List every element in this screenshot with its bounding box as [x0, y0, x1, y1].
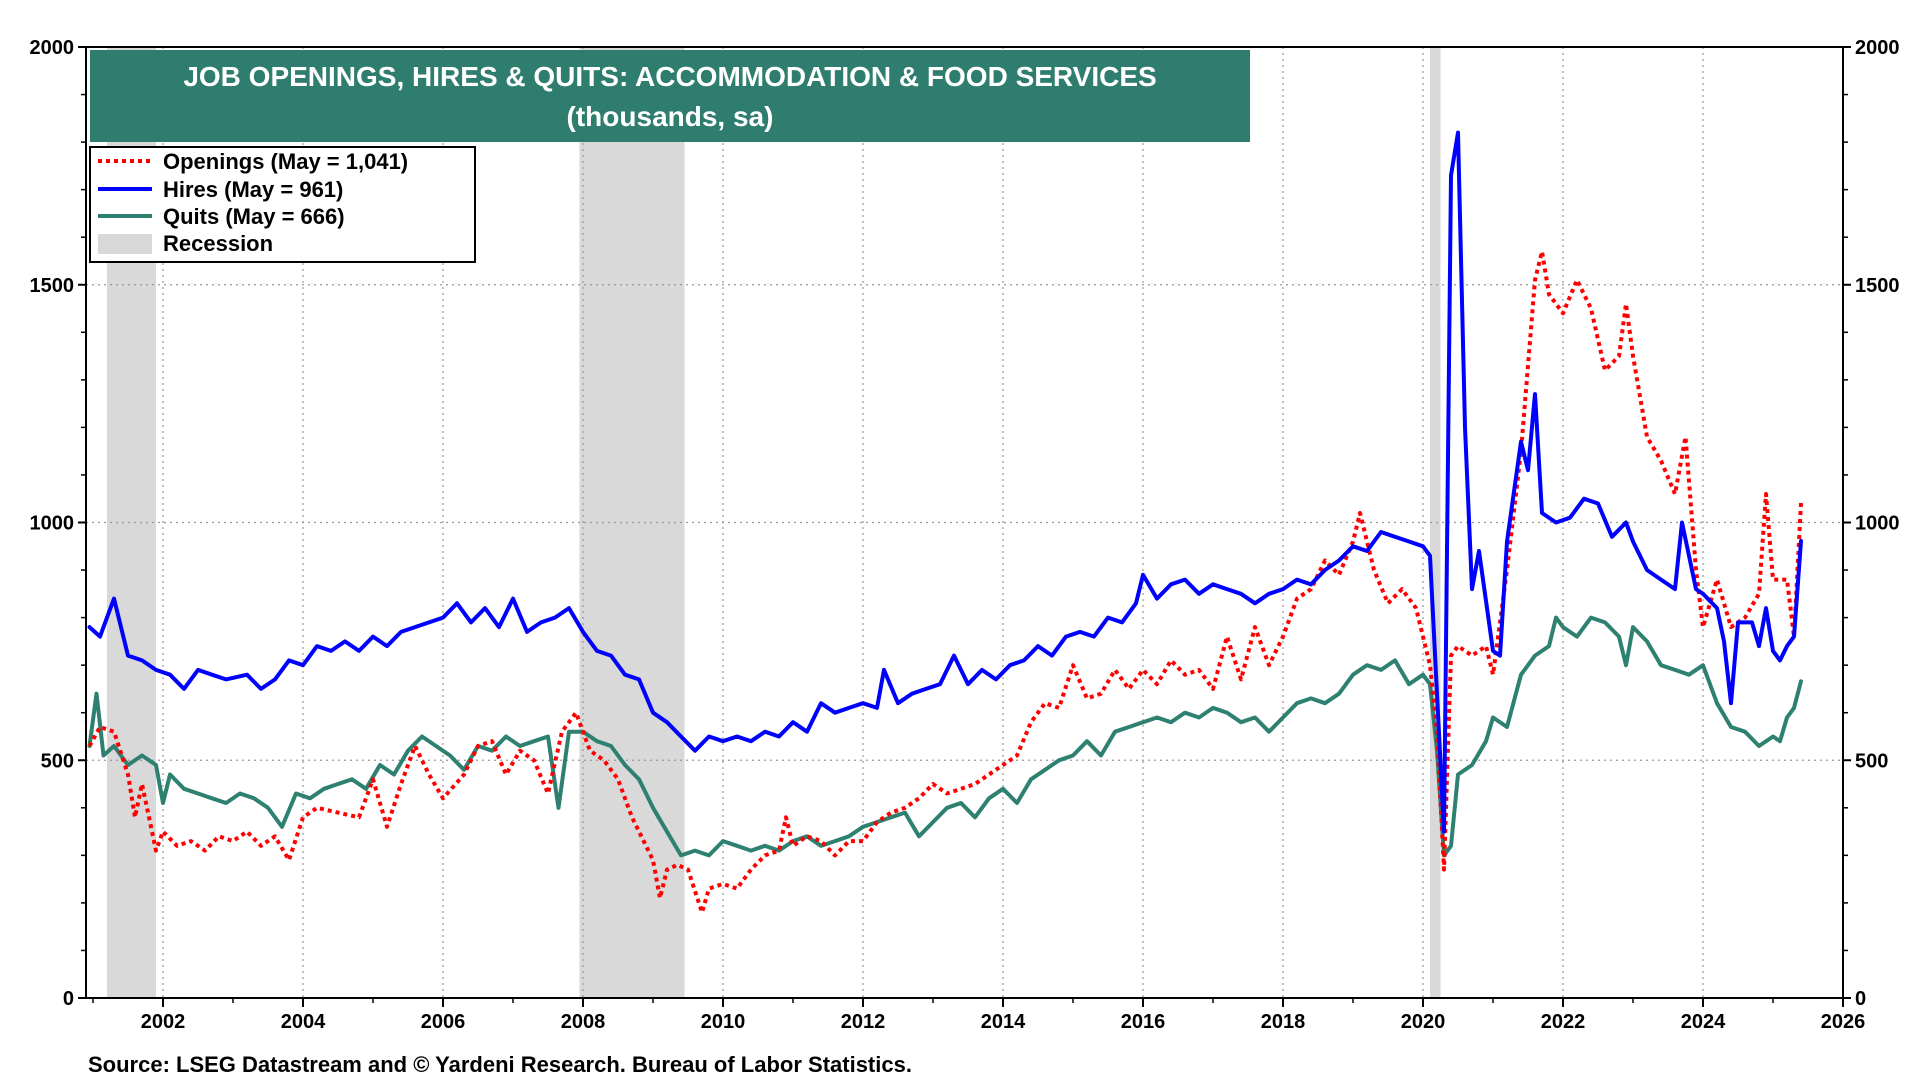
y-tick-label-left: 1000 [30, 513, 75, 535]
series-lines [87, 130, 1803, 915]
legend-hires-label: Hires (May = 961) [163, 177, 343, 202]
y-tick-label-right: 1000 [1855, 513, 1900, 535]
y-tick-label-right: 2000 [1855, 37, 1900, 59]
x-tick-label: 2008 [561, 1011, 606, 1033]
y-tick-label-left: 0 [63, 988, 74, 1010]
x-tick-label: 2004 [281, 1011, 326, 1033]
recession-band [1430, 47, 1441, 998]
y-tick-label-left: 500 [41, 750, 74, 772]
x-tick-label: 2018 [1261, 1011, 1306, 1033]
gridlines [86, 47, 1843, 998]
title-box: JOB OPENINGS, HIRES & QUITS: ACCOMMODATI… [90, 50, 1250, 142]
chart-subtitle: (thousands, sa) [567, 101, 774, 132]
axes: 2002 2004 2006 2008 2010 2012 2014 2016 2018 2020… [30, 37, 1900, 1033]
series-quits-line [87, 615, 1803, 858]
source-note: Source: LSEG Datastream and © Yardeni Re… [88, 1052, 912, 1077]
x-tick-label: 2014 [981, 1011, 1026, 1033]
legend-box [89, 146, 476, 263]
legend-openings-label: Openings (May = 1,041) [163, 149, 408, 174]
chart-title: JOB OPENINGS, HIRES & QUITS: ACCOMMODATI… [183, 61, 1156, 92]
x-tick-label: 2024 [1681, 1011, 1726, 1033]
y-tick-label-right: 0 [1855, 988, 1866, 1010]
x-tick-label: 2002 [141, 1011, 186, 1033]
y-tick-label-right: 1500 [1855, 275, 1900, 297]
legend-recession-swatch [98, 234, 152, 254]
legend: Openings (May = 1,041) Hires (May = 961)… [89, 146, 476, 263]
y-tick-label-left: 2000 [30, 37, 75, 59]
x-tick-label: 2012 [841, 1011, 886, 1033]
series-hires-line [87, 130, 1803, 834]
legend-recession-label: Recession [163, 231, 273, 256]
y-tick-label-left: 1500 [30, 275, 75, 297]
x-tick-label: 2010 [701, 1011, 746, 1033]
x-tick-label: 2016 [1121, 1011, 1166, 1033]
series-openings-line [87, 249, 1803, 915]
title-background [90, 50, 1250, 142]
x-tick-label: 2020 [1401, 1011, 1446, 1033]
y-tick-label-right: 500 [1855, 750, 1888, 772]
x-tick-label: 2026 [1821, 1011, 1866, 1033]
legend-quits-label: Quits (May = 666) [163, 204, 345, 229]
x-tick-label: 2022 [1541, 1011, 1586, 1033]
x-tick-label: 2006 [421, 1011, 466, 1033]
